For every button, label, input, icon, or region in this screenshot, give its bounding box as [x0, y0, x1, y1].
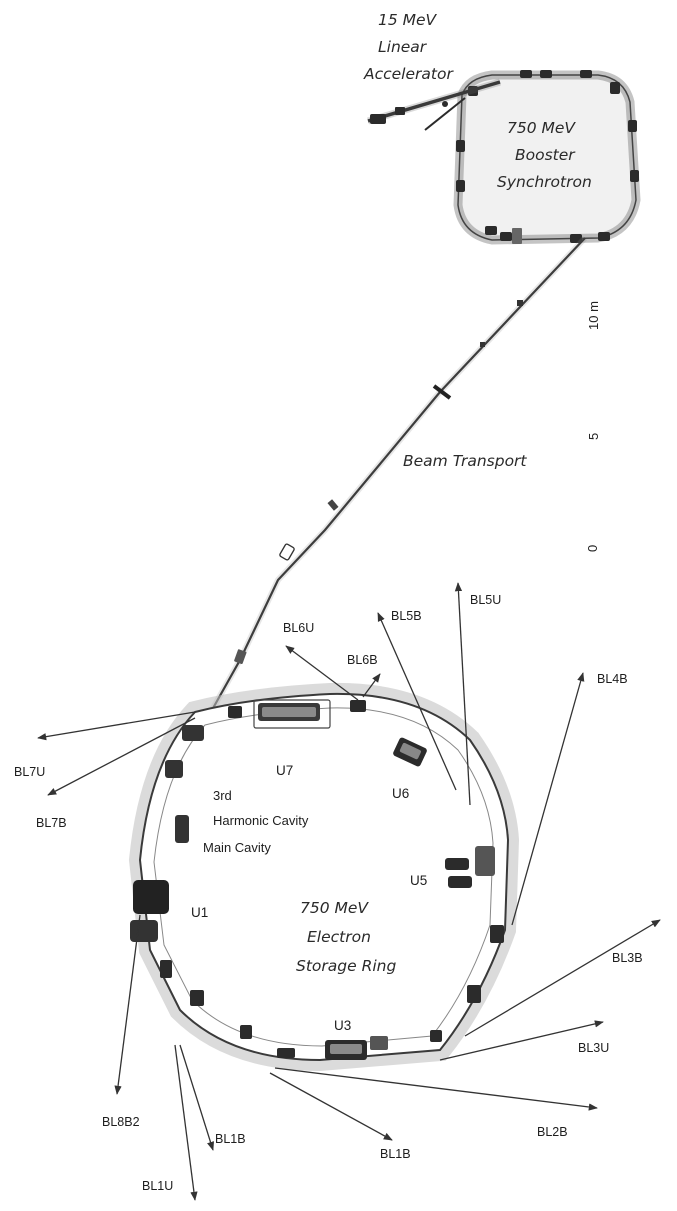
beamline-bl5b-label: BL5B: [391, 609, 422, 623]
linac-label-line1: 15 MeV: [378, 11, 438, 29]
booster-label-line3: Synchrotron: [497, 173, 592, 191]
beamline-bl8b2-label: BL8B2: [102, 1115, 140, 1129]
beamline-bl5b-line: [377, 612, 457, 791]
storage-ring: [128, 682, 520, 1072]
beamline-bl4b-label: BL4B: [597, 672, 628, 686]
beamline-bl6b-label: BL6B: [347, 653, 378, 667]
third-harmonic-cavity-label-line2: Harmonic Cavity: [213, 813, 309, 828]
undulator-u7-label: U7: [276, 763, 293, 778]
scale-tick-10m: 10 m: [586, 301, 601, 330]
main-cavity-label: Main Cavity: [203, 840, 271, 855]
linac-label-line2: Linear: [378, 38, 428, 56]
transport-label: Beam Transport: [403, 452, 527, 470]
undulator-u6-label: U6: [392, 786, 409, 801]
third-harmonic-cavity-label-line1: 3rd: [213, 788, 232, 803]
beamline-bl7u-label: BL7U: [14, 765, 45, 779]
linear-accelerator: [367, 78, 501, 131]
beamline-arrows: [37, 582, 661, 1201]
scale-tick-0: 0: [585, 545, 600, 552]
beamline-bl3u-label: BL3U: [578, 1041, 609, 1055]
beamline-bl5u-line: [454, 582, 471, 806]
beamline-bl2b-label: BL2B: [537, 1125, 568, 1139]
undulator-u5-label: U5: [410, 873, 427, 888]
beamline-bl7b-label: BL7B: [36, 816, 67, 830]
beamline-bl6u-line: [285, 645, 359, 701]
beamline-bl3u-line: [439, 1020, 604, 1061]
ring-label-line3: Storage Ring: [296, 957, 396, 975]
beamline-bl5u-label: BL5U: [470, 593, 501, 607]
beamline-bl1b-b-line: [179, 1044, 215, 1151]
ring-label-line2: Electron: [307, 928, 371, 946]
booster-label-line1: 750 MeV: [507, 119, 576, 137]
beamline-bl7u-line: [37, 711, 196, 741]
scale-tick-5: 5: [586, 433, 601, 440]
beamline-bl1b-a-line: [269, 1072, 393, 1141]
scale-bar: 0 5 10 m: [585, 301, 601, 552]
beam-transport-line: [209, 235, 588, 712]
beamline-bl6u-label: BL6U: [283, 621, 314, 635]
beamline-bl1u-label: BL1U: [142, 1179, 173, 1193]
beamline-bl1b-b-label: BL1B: [215, 1132, 246, 1146]
beamline-bl4b-line: [511, 672, 585, 926]
undulator-u3-label: U3: [334, 1018, 351, 1033]
ring-equipment: [130, 699, 504, 1060]
beamline-bl1u-line: [174, 1044, 198, 1201]
beamline-bl2b-line: [274, 1067, 598, 1111]
ring-label-line1: 750 MeV: [300, 899, 369, 917]
undulator-u1-label: U1: [191, 905, 208, 920]
beamline-bl7b-line: [47, 717, 196, 796]
beamline-bl3b-label: BL3B: [612, 951, 643, 965]
beamline-bl8b2-line: [114, 914, 141, 1095]
booster-synchrotron: [453, 70, 641, 245]
beamline-bl6b-line: [362, 673, 381, 698]
beamline-bl1b-a-label: BL1B: [380, 1147, 411, 1161]
beamline-bl3b-line: [464, 919, 661, 1037]
linac-label-line3: Accelerator: [363, 65, 454, 83]
booster-label-line2: Booster: [515, 146, 576, 164]
